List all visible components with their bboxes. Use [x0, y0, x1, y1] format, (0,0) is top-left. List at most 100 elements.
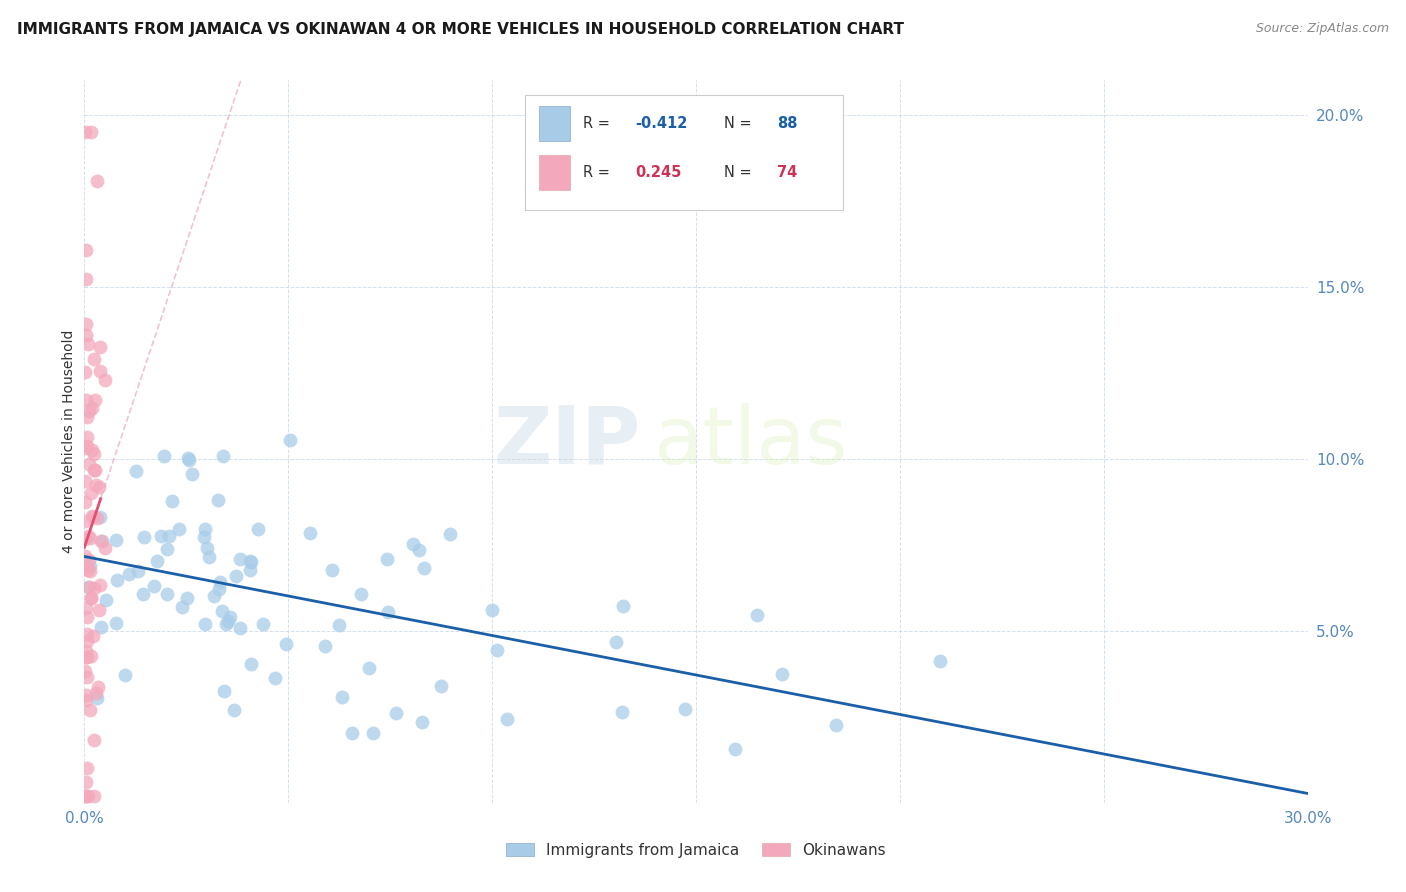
Point: [79, 649, 101, 664]
Point: [321, 562, 343, 576]
Point: [149, 529, 172, 543]
Point: [127, 564, 149, 578]
Point: [89, 363, 111, 377]
Point: [76, 610, 98, 624]
Point: [75, 644, 97, 658]
Point: [177, 453, 200, 467]
Point: [76, 336, 98, 351]
Text: 74: 74: [776, 165, 797, 179]
Point: [90, 534, 112, 549]
Point: [75, 328, 97, 343]
Point: [76, 438, 98, 452]
Point: [202, 589, 225, 603]
Point: [104, 615, 127, 630]
Point: [82, 510, 104, 524]
Point: [350, 586, 373, 600]
Point: [193, 522, 215, 536]
Point: [114, 668, 136, 682]
Point: [143, 579, 166, 593]
Point: [193, 530, 215, 544]
Point: [239, 555, 262, 569]
Text: Source: ZipAtlas.com: Source: ZipAtlas.com: [1256, 22, 1389, 36]
Point: [75, 272, 97, 286]
Bar: [540, 106, 569, 141]
Point: [180, 467, 202, 481]
Y-axis label: 4 or more Vehicles in Household: 4 or more Vehicles in Household: [62, 330, 76, 553]
Point: [770, 666, 793, 681]
Point: [361, 725, 384, 739]
Point: [745, 608, 768, 623]
Point: [929, 654, 952, 668]
Point: [86, 174, 108, 188]
Point: [75, 664, 97, 678]
Point: [75, 365, 97, 379]
Point: [82, 508, 104, 523]
Point: [439, 526, 461, 541]
Point: [177, 450, 200, 465]
Point: [193, 616, 215, 631]
Point: [314, 640, 336, 654]
Point: [132, 587, 155, 601]
FancyBboxPatch shape: [524, 95, 842, 211]
Point: [80, 486, 103, 500]
Point: [89, 340, 111, 354]
Point: [75, 243, 97, 257]
Point: [87, 603, 110, 617]
Point: [330, 690, 353, 704]
Point: [79, 703, 101, 717]
Point: [89, 577, 111, 591]
Point: [75, 693, 97, 707]
Point: [377, 605, 399, 619]
Point: [298, 525, 321, 540]
Point: [384, 706, 406, 721]
Text: N =: N =: [724, 165, 756, 179]
Point: [134, 530, 156, 544]
Point: [79, 531, 101, 545]
Point: [481, 602, 503, 616]
Point: [496, 712, 519, 726]
Point: [264, 672, 287, 686]
Point: [75, 441, 97, 455]
Point: [412, 561, 434, 575]
Point: [146, 553, 169, 567]
Point: [75, 317, 97, 331]
Point: [75, 789, 97, 803]
Point: [79, 565, 101, 579]
Point: [76, 650, 98, 665]
Point: [76, 761, 98, 775]
Point: [219, 610, 242, 624]
Point: [105, 573, 128, 587]
Point: [359, 661, 381, 675]
Point: [724, 742, 747, 756]
Point: [83, 789, 105, 803]
Point: [83, 732, 105, 747]
Text: R =: R =: [583, 165, 614, 179]
Point: [79, 591, 101, 606]
Text: R =: R =: [583, 116, 614, 131]
Point: [76, 529, 98, 543]
Point: [93, 541, 115, 555]
Point: [94, 593, 117, 607]
Point: [612, 599, 634, 613]
Point: [76, 789, 98, 803]
Text: IMMIGRANTS FROM JAMAICA VS OKINAWAN 4 OR MORE VEHICLES IN HOUSEHOLD CORRELATION : IMMIGRANTS FROM JAMAICA VS OKINAWAN 4 OR…: [17, 22, 904, 37]
Point: [77, 563, 100, 577]
Point: [215, 617, 238, 632]
Point: [84, 463, 107, 477]
Point: [118, 566, 141, 581]
Text: atlas: atlas: [654, 402, 848, 481]
Point: [212, 683, 235, 698]
Point: [80, 401, 103, 415]
Point: [197, 541, 219, 555]
Point: [75, 393, 97, 408]
Point: [80, 125, 103, 139]
Point: [83, 352, 105, 367]
Point: [377, 551, 399, 566]
Point: [239, 562, 262, 576]
Point: [217, 614, 239, 628]
Point: [125, 464, 148, 478]
Point: [408, 543, 430, 558]
Point: [252, 616, 274, 631]
Point: [605, 635, 627, 649]
Point: [75, 475, 97, 489]
